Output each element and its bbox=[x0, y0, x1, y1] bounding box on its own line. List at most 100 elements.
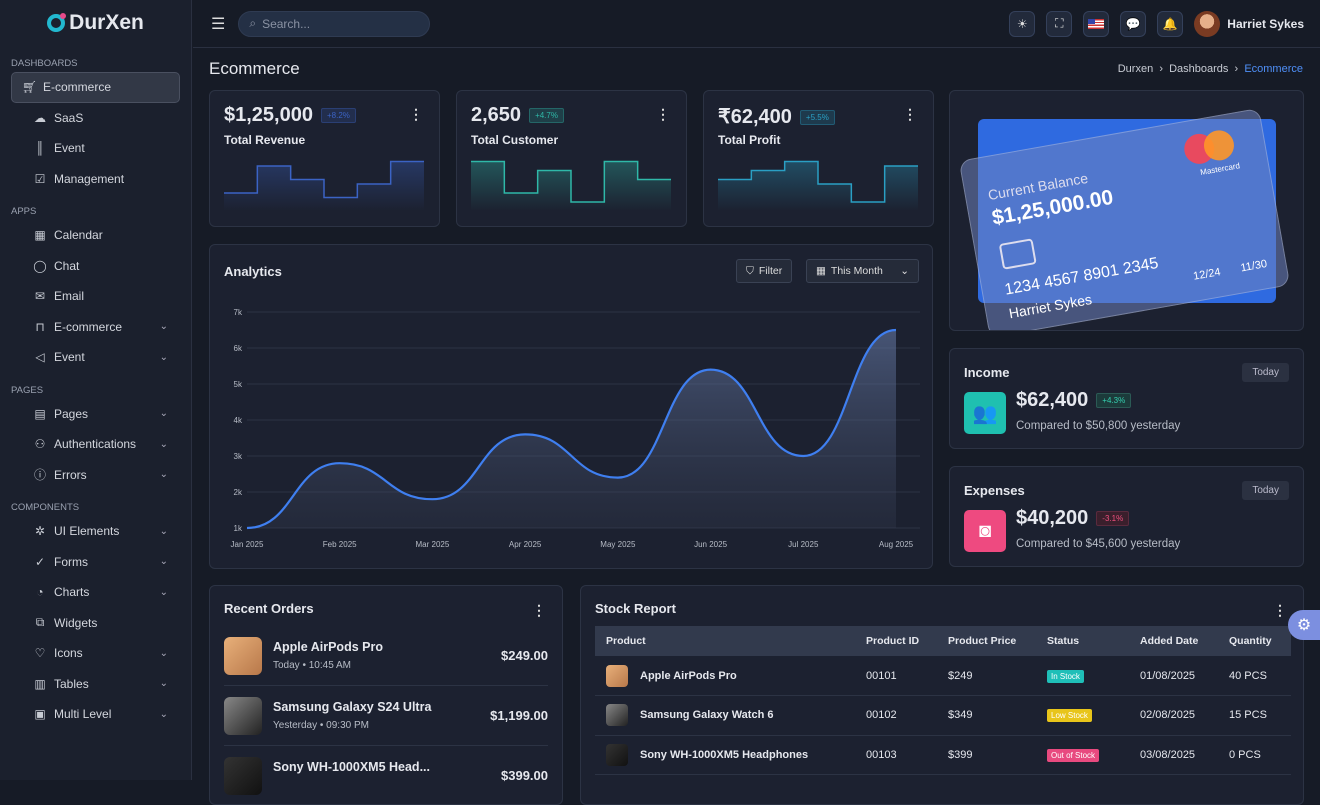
product-thumbnail bbox=[224, 637, 262, 675]
user-menu[interactable]: Harriet Sykes bbox=[1194, 10, 1304, 37]
sidebar-item-label: Calendar bbox=[54, 228, 103, 243]
order-item[interactable]: Samsung Galaxy S24 Ultra Yesterday • 09:3… bbox=[224, 686, 548, 746]
stat-label: Total Revenue bbox=[224, 133, 306, 147]
search-placeholder: Search... bbox=[262, 16, 311, 31]
expenses-period-button[interactable]: Today bbox=[1242, 481, 1289, 500]
breadcrumb-current: Ecommerce bbox=[1244, 63, 1303, 75]
pie-icon: ◔ bbox=[36, 585, 44, 600]
order-name: Apple AirPods Pro bbox=[273, 640, 383, 654]
analytics-chart: 1k 2k 3k 4k 5k 6k 7k Jan 2025 Feb 2025 Mar 2025 Ap… bbox=[231, 308, 920, 549]
sidebar-item-authentications[interactable]: ⚇ Authentications ⌄ bbox=[11, 429, 180, 460]
sidebar-item-icons[interactable]: ♡ Icons ⌄ bbox=[11, 638, 180, 669]
chevron-down-icon: ⌄ bbox=[159, 351, 168, 363]
sidebar-item-widgets[interactable]: ⧉ Widgets bbox=[11, 608, 180, 639]
order-price: $249.00 bbox=[501, 648, 548, 663]
search-input[interactable]: ⌕ Search... bbox=[238, 10, 431, 37]
sidebar-item-event[interactable]: ║ Event bbox=[11, 133, 180, 164]
table-icon: ▥ bbox=[34, 676, 46, 691]
breadcrumb-item[interactable]: Durxen bbox=[1117, 63, 1154, 75]
table-row[interactable]: Apple AirPods Pro 00101 $249 In Stock 01/08/… bbox=[595, 656, 1291, 696]
table-row[interactable]: Samsung Galaxy Watch 6 00102 $349 Low Stock… bbox=[595, 695, 1291, 736]
sidebar-item-calendar[interactable]: ▦ Calendar bbox=[11, 220, 180, 251]
sidebar-item-e-commerce[interactable]: 🛒︎ E-commerce bbox=[11, 72, 180, 103]
sidebar-item-event[interactable]: ◁ Event ⌄ bbox=[11, 342, 180, 373]
more-options-icon[interactable]: ⋮ bbox=[532, 602, 546, 618]
stat-value-row: 2,650 +4.7% bbox=[471, 104, 564, 127]
sidebar-item-label: Forms bbox=[54, 554, 88, 569]
product-thumbnail bbox=[606, 664, 628, 687]
column-header[interactable]: Product bbox=[595, 626, 855, 656]
order-price: $399.00 bbox=[501, 768, 548, 783]
chevron-down-icon: ⌄ bbox=[159, 408, 168, 420]
order-item[interactable]: Apple AirPods Pro Today • 10:45 AM $249.00 bbox=[224, 626, 548, 686]
table-row[interactable]: Sony WH-1000XM5 Headphones 00103 $399 Out o… bbox=[595, 735, 1291, 775]
more-options-icon[interactable]: ⋮ bbox=[903, 106, 917, 122]
calendar-icon: ▦ bbox=[34, 228, 46, 243]
sidebar-item-label: Event bbox=[54, 350, 85, 365]
bug-icon: ✲ bbox=[34, 524, 46, 539]
avatar bbox=[1194, 10, 1221, 37]
more-options-icon[interactable]: ⋮ bbox=[656, 106, 670, 122]
order-item[interactable]: Sony WH-1000XM5 Head... $399.00 bbox=[224, 746, 548, 804]
logo[interactable]: DurXen bbox=[0, 0, 191, 46]
brand-name: DurXen bbox=[69, 11, 144, 34]
filter-button[interactable]: ⛉ Filter bbox=[736, 259, 793, 283]
income-period-button[interactable]: Today bbox=[1242, 363, 1289, 382]
sidebar-item-multi-level[interactable]: ▣ Multi Level ⌄ bbox=[11, 699, 180, 730]
sidebar-item-forms[interactable]: ✓ Forms ⌄ bbox=[11, 547, 180, 578]
product-name: Sony WH-1000XM5 Headphones bbox=[640, 748, 809, 761]
sidebar-item-chat[interactable]: ◯ Chat bbox=[11, 251, 180, 282]
stat-card: $1,25,000 +8.2% Total Revenue ⋮ bbox=[209, 90, 440, 227]
column-header[interactable]: Added Date bbox=[1129, 626, 1218, 656]
menu-toggle-icon[interactable]: ☰ bbox=[211, 15, 226, 33]
language-flag-button[interactable] bbox=[1083, 10, 1110, 37]
page-title: Ecommerce bbox=[209, 59, 300, 78]
chat-button[interactable]: 💬 bbox=[1120, 10, 1147, 37]
sidebar-item-ui-elements[interactable]: ✲ UI Elements ⌄ bbox=[11, 516, 180, 547]
bag-icon: ⊓ bbox=[35, 319, 45, 334]
sidebar-item-label: E-commerce bbox=[43, 80, 112, 95]
mastercard-logo bbox=[1181, 128, 1237, 167]
sidebar-section-title: PAGES bbox=[11, 384, 44, 396]
settings-gear-button[interactable]: ⚙ bbox=[1288, 610, 1320, 640]
chevron-down-icon: ⌄ bbox=[159, 556, 168, 568]
sidebar-item-e-commerce[interactable]: ⊓ E-commerce ⌄ bbox=[11, 312, 180, 343]
notification-button[interactable]: 🔔 bbox=[1157, 10, 1184, 37]
fullscreen-button[interactable]: ⛶ bbox=[1046, 10, 1073, 37]
order-name: Sony WH-1000XM5 Head... bbox=[273, 760, 430, 774]
quantity: 15 PCS bbox=[1218, 695, 1291, 736]
period-select[interactable]: ▦ This Month ⌄ bbox=[806, 259, 919, 283]
sidebar-item-label: Multi Level bbox=[54, 707, 112, 722]
more-options-icon[interactable]: ⋮ bbox=[1273, 602, 1287, 618]
theme-toggle-button[interactable]: ☀ bbox=[1009, 10, 1036, 37]
x-tick-label: Jan 2025 bbox=[231, 540, 264, 549]
sidebar-item-email[interactable]: ✉ Email bbox=[11, 281, 180, 312]
balance-card-panel: Current Balance $1,25,000.00 Mastercard … bbox=[949, 90, 1304, 331]
column-header[interactable]: Status bbox=[1036, 626, 1129, 656]
stat-value: 2,650 bbox=[471, 104, 522, 126]
stat-label: Total Customer bbox=[471, 133, 559, 147]
sidebar-item-label: Widgets bbox=[54, 615, 98, 630]
sidebar-item-management[interactable]: ☑ Management bbox=[11, 164, 180, 195]
more-options-icon[interactable]: ⋮ bbox=[409, 106, 423, 122]
chat-icon: ◯ bbox=[33, 258, 47, 273]
column-header[interactable]: Product Price bbox=[937, 626, 1036, 656]
sidebar: DurXen DASHBOARDS 🛒︎ E-commerce ☁ SaaS ║ Event… bbox=[0, 0, 192, 780]
sidebar-item-tables[interactable]: ▥ Tables ⌄ bbox=[11, 669, 180, 700]
stock-report-card: Stock Report ⋮ Product Product ID Product … bbox=[580, 585, 1304, 805]
sidebar-item-pages[interactable]: ▤ Pages ⌄ bbox=[11, 399, 180, 430]
sidebar-item-saas[interactable]: ☁ SaaS bbox=[11, 103, 180, 134]
chart-area bbox=[247, 330, 896, 528]
breadcrumb-item[interactable]: Dashboards bbox=[1169, 63, 1229, 75]
column-header[interactable]: Quantity bbox=[1218, 626, 1291, 656]
sparkline-line bbox=[718, 160, 918, 203]
income-value: $62,400 bbox=[1016, 389, 1089, 411]
product-thumbnail bbox=[224, 697, 262, 735]
sidebar-item-charts[interactable]: ◔ Charts ⌄ bbox=[11, 577, 180, 608]
column-header[interactable]: Product ID bbox=[855, 626, 937, 656]
sidebar-item-errors[interactable]: ⓘ Errors ⌄ bbox=[11, 460, 180, 491]
y-tick-label: 2k bbox=[234, 488, 243, 497]
product-thumbnail bbox=[606, 743, 628, 766]
stat-sparkline bbox=[718, 160, 918, 211]
x-tick-label: May 2025 bbox=[600, 540, 636, 549]
